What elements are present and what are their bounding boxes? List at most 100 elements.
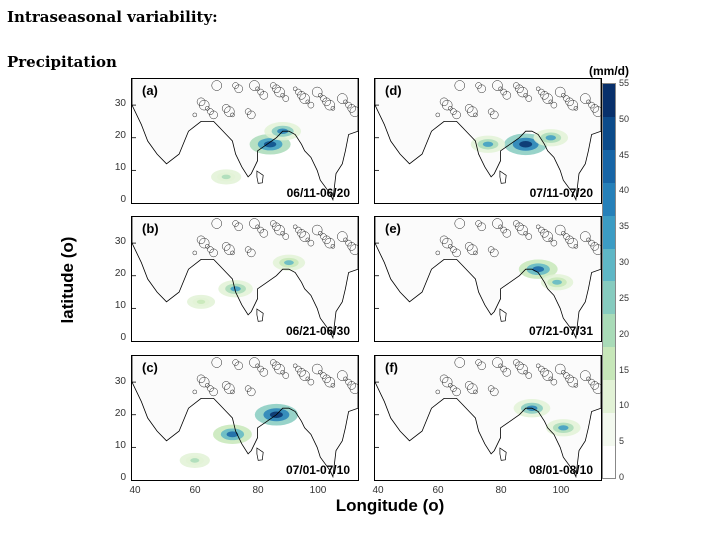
terrain-contour (270, 359, 277, 366)
terrain-contour (196, 97, 206, 107)
y-tick: 20 (114, 408, 126, 419)
terrain-contour (282, 233, 290, 240)
coastline (132, 356, 358, 479)
terrain-contour (320, 233, 327, 240)
terrain-contour (244, 385, 252, 392)
colorbar-segment (603, 445, 615, 479)
terrain-contour (257, 365, 264, 373)
colorbar-segment (603, 313, 615, 348)
y-tick: 30 (114, 376, 126, 387)
terrain-contour (580, 370, 591, 381)
terrain-contour (282, 95, 290, 102)
terrain-contour (324, 376, 335, 388)
terrain-contour (441, 376, 453, 388)
terrain-contour (311, 224, 323, 236)
terrain-contour (280, 370, 285, 375)
terrain-contour (588, 101, 595, 109)
panel-label: (c) (142, 360, 158, 375)
colorbar (602, 83, 616, 479)
island-outline (499, 170, 507, 184)
land-area (132, 217, 358, 338)
terrain-contour (550, 101, 558, 109)
terrain-contour (498, 86, 503, 92)
terrain-contour (513, 220, 520, 227)
terrain-contour (318, 93, 323, 98)
terrain-contour (255, 363, 260, 369)
terrain-contour (542, 93, 553, 104)
terrain-contour (554, 363, 566, 375)
terrain-contour (563, 233, 570, 240)
terrain-contour (487, 246, 495, 253)
terrain-contour (196, 374, 206, 384)
terrain-contour (221, 381, 231, 390)
terrain-contour (198, 237, 210, 249)
terrain-contour (280, 93, 285, 98)
terrain-contour (475, 359, 482, 366)
terrain-contour (464, 242, 474, 251)
terrain-contour (349, 244, 358, 255)
terrain-contour (255, 224, 260, 230)
map-panel-b: (b) 06/21-06/30 (131, 216, 359, 342)
colorbar-tick: 45 (619, 149, 630, 160)
terrain-contour (548, 237, 554, 243)
terrain-contour (500, 88, 507, 96)
terrain-contour (563, 95, 570, 102)
terrain-contour (307, 101, 315, 109)
colorbar-tick: 20 (619, 328, 630, 339)
map-panel-a: (a) 06/11-06/20 (131, 78, 359, 204)
terrain-contour (542, 231, 553, 242)
y-tick: 10 (114, 440, 126, 451)
terrain-contour (343, 376, 348, 382)
terrain-contour (475, 82, 482, 89)
terrain-contour (305, 237, 311, 243)
terrain-contour (554, 224, 566, 236)
y-tick: 20 (114, 130, 126, 141)
terrain-contour (292, 86, 298, 92)
precipitation-blob (558, 425, 569, 431)
terrain-contour (299, 231, 310, 242)
terrain-contour (224, 106, 235, 117)
colorbar-segment (603, 149, 615, 183)
y-tick: 10 (114, 162, 126, 173)
y-tick: 0 (120, 332, 126, 343)
terrain-contour (230, 250, 235, 256)
terrain-contour (538, 88, 545, 96)
land-area (375, 356, 601, 477)
terrain-contour (548, 376, 554, 382)
terrain-contour (318, 231, 323, 236)
terrain-contour (324, 237, 335, 249)
panel-label: (e) (385, 221, 401, 236)
terrain-contour (295, 226, 302, 234)
precipitation-blob (519, 141, 533, 148)
precipitation-blob (263, 141, 277, 148)
terrain-contour (467, 244, 478, 255)
map-canvas (375, 356, 601, 479)
x-tick: 80 (495, 485, 507, 496)
terrain-contour (573, 106, 579, 111)
terrain-contour (307, 239, 315, 247)
terrain-contour (230, 112, 235, 118)
map-canvas (132, 79, 358, 202)
terrain-contour (535, 224, 541, 230)
terrain-contour (473, 389, 478, 395)
terrain-contour (192, 112, 198, 118)
colorbar-tick: 35 (619, 221, 630, 232)
terrain-contour (305, 99, 311, 105)
colorbar-tick: 25 (619, 292, 630, 303)
colorbar-segment (603, 84, 615, 118)
terrain-contour (244, 108, 252, 115)
terrain-contour (487, 385, 495, 392)
terrain-contour (255, 86, 260, 92)
precipitation-blob (284, 260, 294, 266)
terrain-contour (592, 106, 601, 117)
terrain-contour (205, 383, 210, 388)
terrain-contour (343, 237, 348, 243)
y-tick: 20 (114, 268, 126, 279)
panel-date: 06/11-06/20 (286, 186, 350, 200)
terrain-contour (473, 250, 478, 256)
precipitation-blob (532, 266, 545, 273)
x-tick: 80 (252, 485, 264, 496)
panel-label: (f) (385, 360, 398, 375)
terrain-contour (475, 220, 482, 227)
panel-date: 06/21-06/30 (285, 324, 350, 338)
